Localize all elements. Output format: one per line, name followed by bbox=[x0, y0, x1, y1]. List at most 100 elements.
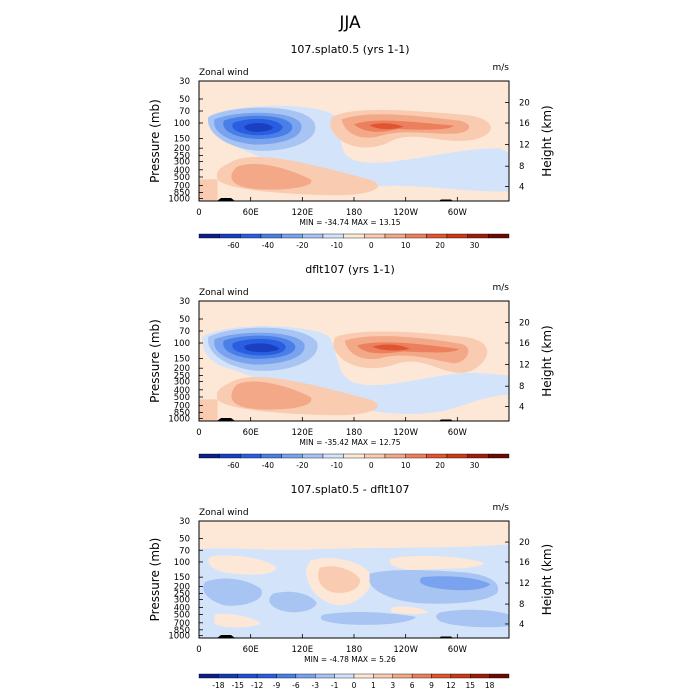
pressure-tick-label: 70 bbox=[179, 107, 190, 117]
y-axis-title-right: Height (km) bbox=[540, 325, 554, 396]
contour-region bbox=[199, 399, 218, 421]
panel-title: 107.splat0.5 - dflt107 bbox=[291, 483, 410, 496]
panel-2: dflt107 (yrs 1-1)Zonal wind m/s3050701001… bbox=[148, 263, 554, 470]
pressure-tick-label: 30 bbox=[179, 297, 190, 307]
lon-tick-label: 0 bbox=[196, 428, 201, 438]
colorbar-swatch bbox=[315, 674, 334, 678]
colorbar-swatch bbox=[220, 454, 241, 458]
height-tick-label: 12 bbox=[519, 361, 530, 371]
pressure-tick-label: 150 bbox=[174, 135, 190, 145]
colorbar-label: 18 bbox=[485, 681, 495, 690]
colorbar-label: -15 bbox=[232, 681, 244, 690]
colorbar-swatch bbox=[426, 454, 447, 458]
height-tick-label: 8 bbox=[519, 600, 524, 610]
units-label: m/s bbox=[493, 283, 510, 293]
y-axis-title: Pressure (mb) bbox=[148, 99, 162, 183]
colorbar-swatch bbox=[432, 674, 451, 678]
colorbar-label: -3 bbox=[312, 681, 320, 690]
colorbar-label: 20 bbox=[435, 461, 445, 470]
height-tick-label: 20 bbox=[519, 319, 530, 329]
pressure-tick-label: 1000 bbox=[168, 195, 190, 205]
height-tick-label: 4 bbox=[519, 403, 524, 413]
colorbar-swatch bbox=[488, 454, 509, 458]
colorbar-swatch bbox=[335, 674, 354, 678]
contour-region bbox=[199, 521, 509, 550]
min-max-stats: MIN = -4.78 MAX = 5.26 bbox=[304, 655, 396, 664]
pressure-tick-label: 30 bbox=[179, 517, 190, 527]
colorbar-swatch bbox=[426, 234, 447, 238]
lon-tick-label: 180 bbox=[346, 208, 362, 218]
height-tick-label: 4 bbox=[519, 620, 524, 630]
colorbar-swatch bbox=[220, 234, 241, 238]
colorbar-swatch bbox=[385, 234, 406, 238]
variable-label: Zonal wind bbox=[199, 508, 249, 518]
pressure-tick-label: 100 bbox=[174, 119, 190, 129]
colorbar-swatch bbox=[277, 674, 296, 678]
colorbar-swatch bbox=[468, 454, 489, 458]
colorbar-swatch bbox=[406, 454, 427, 458]
y-axis-title: Pressure (mb) bbox=[148, 319, 162, 403]
lon-tick-label: 120W bbox=[393, 428, 418, 438]
colorbar-label: -60 bbox=[227, 461, 239, 470]
colorbar-swatch bbox=[468, 234, 489, 238]
panel-3: 107.splat0.5 - dflt107Zonal wind m/s30507… bbox=[148, 483, 554, 690]
height-tick-label: 12 bbox=[519, 579, 530, 589]
colorbar-swatch bbox=[412, 674, 431, 678]
colorbar-label: -1 bbox=[331, 681, 339, 690]
lon-tick-label: 120E bbox=[292, 428, 314, 438]
panel-1: 107.splat0.5 (yrs 1-1) Zonal wind m/s 30 50 7… bbox=[148, 43, 554, 250]
lon-tick-label: 120E bbox=[292, 208, 314, 218]
colorbar-label: 10 bbox=[401, 241, 411, 250]
lon-tick-label: 60E bbox=[243, 428, 259, 438]
colorbar-label: -10 bbox=[331, 461, 343, 470]
colorbar-swatch bbox=[344, 234, 365, 238]
colorbar-label: 0 bbox=[369, 461, 374, 470]
contour-fills bbox=[199, 81, 509, 201]
colorbar-swatch bbox=[302, 454, 323, 458]
panel-title: dflt107 (yrs 1-1) bbox=[305, 263, 395, 276]
height-tick-label: 16 bbox=[519, 558, 530, 568]
colorbar-swatch bbox=[240, 234, 261, 238]
lon-tick-label: 0 bbox=[196, 208, 201, 218]
colorbar-swatch bbox=[199, 674, 218, 678]
pressure-tick-label: 100 bbox=[174, 558, 190, 568]
variable-label: Zonal wind bbox=[199, 288, 249, 298]
colorbar-label: -9 bbox=[273, 681, 281, 690]
y-axis-title-right: Height (km) bbox=[540, 544, 554, 615]
colorbar-label: -6 bbox=[292, 681, 300, 690]
colorbar-swatch bbox=[238, 674, 257, 678]
colorbar-label: -18 bbox=[212, 681, 224, 690]
colorbar-label: -12 bbox=[251, 681, 263, 690]
colorbar-swatch bbox=[240, 454, 261, 458]
units-label: m/s bbox=[493, 503, 510, 513]
height-tick-label: 8 bbox=[519, 162, 524, 172]
colorbar-label: 3 bbox=[390, 681, 395, 690]
height-tick-label: 4 bbox=[519, 183, 524, 193]
y-axis-title-right: Height (km) bbox=[540, 105, 554, 176]
colorbar-swatch bbox=[282, 234, 303, 238]
colorbar-swatch bbox=[323, 234, 344, 238]
colorbar-swatch bbox=[344, 454, 365, 458]
pressure-tick-label: 100 bbox=[174, 339, 190, 349]
lon-tick-label: 180 bbox=[346, 645, 362, 655]
colorbar-label: 15 bbox=[465, 681, 475, 690]
panels-group: 107.splat0.5 (yrs 1-1)Zonal wind m/s30507… bbox=[148, 43, 554, 690]
height-tick-label: 20 bbox=[519, 99, 530, 109]
colorbar-swatch bbox=[373, 674, 392, 678]
colorbar-swatch bbox=[282, 454, 303, 458]
colorbar: -60 -40 -20 -10 0 10 20 30 bbox=[199, 454, 509, 470]
colorbar-swatch bbox=[488, 234, 509, 238]
colorbar-label: -20 bbox=[296, 241, 308, 250]
height-tick-label: 16 bbox=[519, 119, 530, 129]
min-max-stats: MIN = -35.42 MAX = 12.75 bbox=[299, 438, 400, 447]
colorbar-swatch bbox=[447, 234, 468, 238]
colorbar-label: 0 bbox=[352, 681, 357, 690]
pressure-tick-label: 70 bbox=[179, 546, 190, 556]
pressure-tick-label: 30 bbox=[179, 77, 190, 87]
colorbar-swatch bbox=[257, 674, 276, 678]
colorbar: -60 -40 -20 -10 0 10 20 30 bbox=[199, 234, 509, 250]
colorbar-swatch bbox=[218, 674, 237, 678]
lon-tick-label: 60E bbox=[243, 645, 259, 655]
variable-label: Zonal wind bbox=[199, 68, 249, 78]
figure: JJA 107.splat0.5 (yrs 1-1)Zonal wind m/s3… bbox=[0, 0, 700, 700]
